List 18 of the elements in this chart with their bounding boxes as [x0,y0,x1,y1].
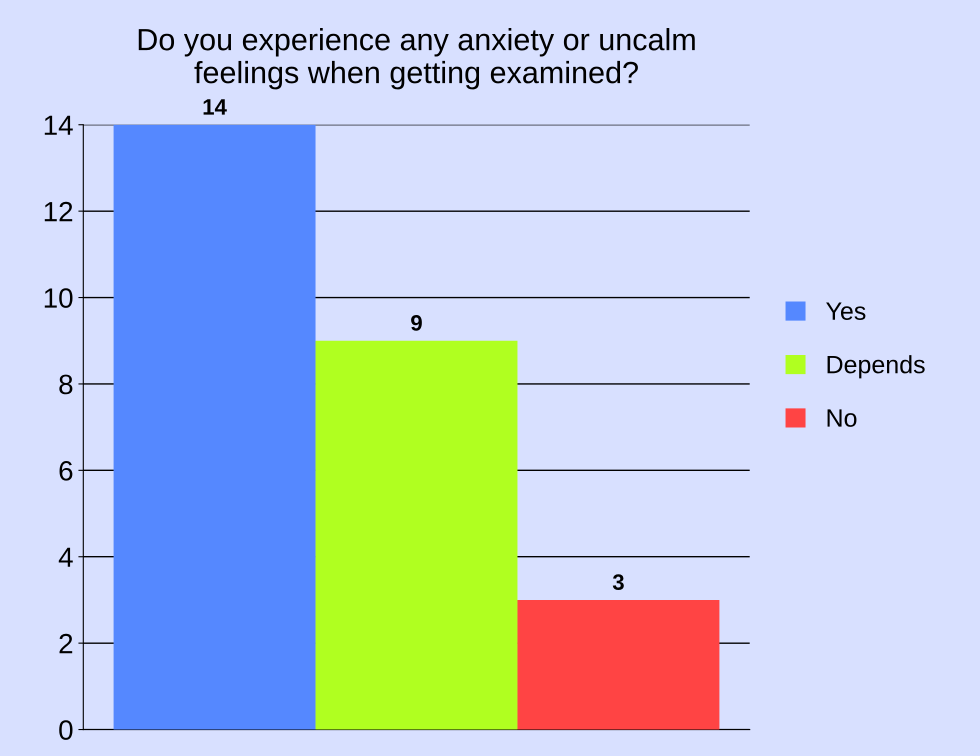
y-tick-label: 12 [44,202,72,222]
bar [316,340,518,730]
y-tick-label: 14 [44,116,73,135]
bar [114,124,316,730]
data-label: 9 [411,315,422,331]
chart-title: Do you experience any anxiety or uncalm feelings when getting examined? [138,28,695,90]
y-tick-label: 6 [60,461,72,481]
data-label: 3 [612,574,624,590]
legend-label: No [828,409,856,427]
data-label: 14 [204,99,227,115]
y-tick-label: 10 [44,288,72,308]
bar [517,600,720,730]
y-tick-label: 4 [58,548,73,567]
y-tick-label: 8 [59,374,72,394]
y-tick-label: 2 [60,634,72,654]
legend-label: Depends [828,355,925,378]
y-tick-label: 0 [59,720,72,740]
legend-label: Yes [826,302,866,320]
